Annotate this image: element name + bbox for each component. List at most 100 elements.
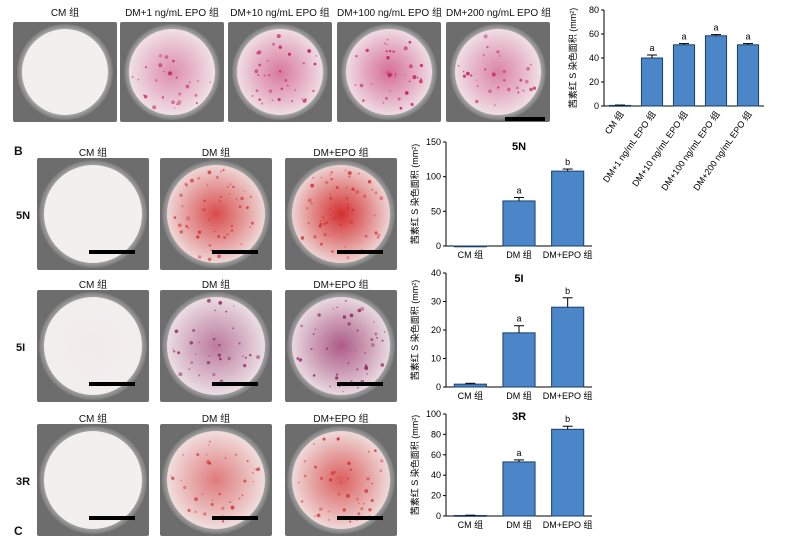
- panel-b-dish: [160, 424, 272, 536]
- y-tick-label: 80: [431, 429, 441, 439]
- bar: [453, 245, 487, 248]
- panel-a-dish: [446, 22, 550, 122]
- significance-label: a: [649, 43, 654, 53]
- bar: [736, 44, 760, 107]
- panel-b-col-label: DM+EPO 组: [313, 280, 369, 291]
- y-axis-label: 茜素红 S 染色面积 (mm²): [567, 8, 578, 109]
- bar: [704, 35, 728, 107]
- bar: [453, 383, 487, 388]
- y-tick-label: 150: [426, 137, 441, 147]
- y-tick-label: 10: [431, 354, 441, 364]
- chart-3r: 0 20 40 60 80 100 茜素红 S 染色面积 (mm²) 3R CM 组 a DM 组 b…: [409, 409, 593, 530]
- y-tick-label: 40: [431, 268, 441, 278]
- scale-bar: [337, 382, 383, 386]
- y-axis-label: 茜素红 S 染色面积 (mm²): [409, 415, 420, 516]
- panel-b-col-label: DM+EPO 组: [313, 414, 369, 425]
- panel-b-row-label: 5N: [16, 210, 31, 222]
- y-tick-label: 80: [589, 5, 599, 15]
- significance-label: a: [516, 448, 521, 458]
- category-label: DM+200 ng/mL EPO 组: [690, 109, 753, 193]
- category-label: DM+EPO 组: [543, 249, 593, 260]
- scale-bar: [505, 117, 545, 121]
- panel-letter-b: B: [14, 144, 23, 158]
- bar: [551, 170, 585, 247]
- panel-b-col-label: DM 组: [201, 148, 231, 159]
- panel-b-dish: [37, 424, 149, 536]
- panel-a-dish: [337, 22, 441, 122]
- significance-label: b: [565, 286, 570, 296]
- category-label: CM 组: [458, 249, 484, 260]
- category-label: DM+EPO 组: [543, 390, 593, 401]
- category-label: DM+EPO 组: [543, 519, 593, 530]
- chart-5i: 0 10 20 30 40 茜素红 S 染色面积 (mm²) 5I CM 组 a DM 组 b DM+…: [409, 268, 593, 401]
- scale-bar: [212, 250, 258, 254]
- y-tick-label: 40: [589, 53, 599, 63]
- significance-label: b: [565, 157, 570, 167]
- bar: [502, 200, 536, 247]
- scale-bar: [212, 516, 258, 520]
- panel-b-dish: [37, 290, 149, 402]
- scale-bar: [89, 516, 135, 520]
- panel-a-label: DM+10 ng/mL EPO 组: [230, 8, 330, 19]
- scale-bar: [337, 516, 383, 520]
- y-tick-label: 20: [431, 325, 441, 335]
- y-tick-label: 60: [431, 450, 441, 460]
- significance-label: a: [516, 185, 521, 195]
- bar: [502, 332, 536, 388]
- y-tick-label: 0: [594, 101, 599, 111]
- scale-bar: [89, 382, 135, 386]
- y-tick-label: 0: [436, 382, 441, 392]
- y-tick-label: 20: [431, 491, 441, 501]
- panel-a-label: DM+200 ng/mL EPO 组: [446, 8, 551, 19]
- category-label: DM+100 ng/mL EPO 组: [658, 109, 721, 193]
- y-tick-label: 0: [436, 511, 441, 521]
- panel-b-col-label: DM 组: [201, 414, 231, 425]
- category-label: DM 组: [506, 249, 532, 260]
- y-axis-label: 茜素红 S 染色面积 (mm²): [409, 144, 420, 245]
- y-tick-label: 60: [589, 29, 599, 39]
- panel-b-col-label: DM+EPO 组: [313, 148, 369, 159]
- panel-b-col-label: CM 组: [78, 148, 108, 159]
- chart-title: 5I: [514, 273, 523, 285]
- category-label: CM 组: [602, 109, 626, 136]
- panel-b-row-label: 5I: [16, 342, 26, 354]
- panel-b-col-label: DM 组: [201, 280, 231, 291]
- panel-b-col-label: CM 组: [78, 414, 108, 425]
- y-tick-label: 0: [436, 241, 441, 251]
- significance-label: b: [565, 414, 570, 424]
- panel-a-label: DM+1 ng/mL EPO 组: [125, 8, 219, 19]
- panel-b-row-label: 3R: [16, 476, 31, 488]
- panel-a-dish: [120, 22, 224, 122]
- significance-label: a: [681, 32, 686, 42]
- category-label: DM 组: [506, 519, 532, 530]
- scale-bar: [212, 382, 258, 386]
- significance-label: a: [745, 32, 750, 42]
- chart-title: 3R: [512, 411, 526, 423]
- category-label: DM 组: [506, 390, 532, 401]
- panel-a-label: DM+100 ng/mL EPO 组: [337, 8, 442, 19]
- scale-bar: [337, 250, 383, 254]
- bar: [551, 306, 585, 388]
- scale-bar: [89, 250, 135, 254]
- panel-a-dish: [13, 22, 117, 122]
- y-tick-label: 100: [426, 409, 441, 419]
- bar: [672, 44, 696, 107]
- significance-label: a: [713, 23, 718, 33]
- y-tick-label: 40: [431, 470, 441, 480]
- significance-label: a: [516, 314, 521, 324]
- bar: [640, 57, 664, 107]
- category-label: CM 组: [458, 519, 484, 530]
- panel-letter-c: C: [14, 524, 23, 538]
- y-tick-label: 30: [431, 297, 441, 307]
- panel-a-label: CM 组: [50, 8, 80, 19]
- y-axis-label: 茜素红 S 染色面积 (mm²): [409, 280, 420, 381]
- panel-a-dish: [228, 22, 332, 122]
- y-tick-label: 100: [426, 172, 441, 182]
- chart-title: 5N: [512, 141, 526, 153]
- bar: [551, 428, 585, 517]
- y-tick-label: 20: [589, 77, 599, 87]
- y-tick-label: 50: [431, 206, 441, 216]
- bar: [502, 461, 536, 517]
- panel-b-col-label: CM 组: [78, 280, 108, 291]
